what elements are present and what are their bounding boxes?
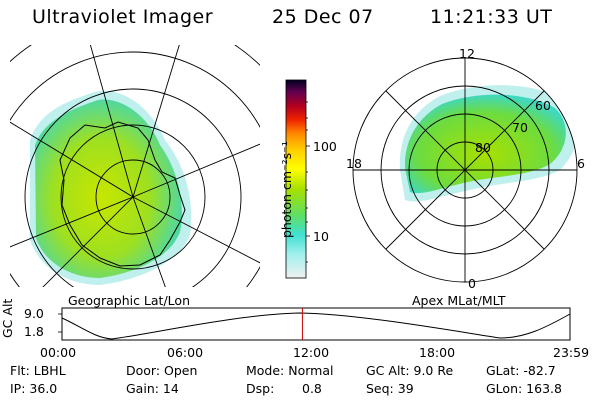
mlat-label-70: 70	[512, 120, 528, 135]
status-mode: Mode: Normal	[246, 363, 334, 378]
timeline-xtick-1200: 12:00	[293, 345, 330, 360]
colorbar-tick-100: 100	[313, 139, 337, 154]
status-seq: Seq: 39	[366, 381, 414, 396]
timeline-frame	[61, 307, 571, 341]
geographic-panel-label: Geographic Lat/Lon	[68, 293, 190, 308]
timeline-ytick-high: 9.0	[24, 306, 44, 321]
header-date: 25 Dec 07	[272, 6, 374, 28]
status-flt: Flt: LBHL	[10, 363, 66, 378]
timeline-y-ticks	[58, 313, 62, 333]
mlt-label-18: 18	[346, 156, 362, 171]
timeline-xtick-0600: 06:00	[167, 345, 204, 360]
colorbar-unit-label: photon cm⁻²s⁻¹	[279, 141, 294, 238]
status-door: Door: Open	[126, 363, 198, 378]
colorbar	[285, 79, 307, 279]
aurora-emission-left	[35, 99, 182, 278]
mlt-label-6: 6	[577, 156, 585, 171]
aurora-emission-right	[404, 94, 566, 194]
status-ip: IP: 36.0	[10, 381, 58, 396]
colorbar-ticks	[306, 101, 310, 263]
altitude-curve	[61, 312, 571, 340]
status-glat: GLat: -82.7	[486, 363, 556, 378]
status-gain: Gain: 14	[126, 381, 179, 396]
status-glon: GLon: 163.8	[486, 381, 562, 396]
status-dsp-value: 0.8	[302, 381, 322, 396]
antarctica-coastline	[59, 121, 186, 267]
timeline-xtick-1800: 18:00	[419, 345, 456, 360]
timeline-axis-label: GC Alt	[0, 298, 15, 338]
header-time: 11:21:33 UT	[430, 6, 553, 28]
header-title: Ultraviolet Imager	[32, 6, 214, 28]
mlt-lines	[353, 58, 577, 282]
mlat-label-80: 80	[475, 140, 491, 155]
status-dsp-label: Dsp:	[246, 381, 275, 396]
mlat-label-60: 60	[535, 98, 551, 113]
mlt-label-0: 0	[468, 276, 476, 291]
magnetic-map	[352, 57, 578, 283]
timeline-xtick-2359: 23:59	[553, 345, 590, 360]
latitude-circles	[10, 45, 260, 287]
colorbar-tick-10: 10	[313, 229, 329, 244]
mlt-label-12: 12	[459, 46, 475, 61]
status-gc-alt: GC Alt: 9.0 Re	[366, 363, 454, 378]
timeline-xtick-0000: 00:00	[40, 345, 77, 360]
magnetic-panel-label: Apex MLat/MLT	[412, 293, 506, 308]
geographic-map	[10, 45, 260, 287]
timeline-ytick-low: 1.8	[24, 324, 44, 339]
meridian-lines	[10, 45, 260, 287]
